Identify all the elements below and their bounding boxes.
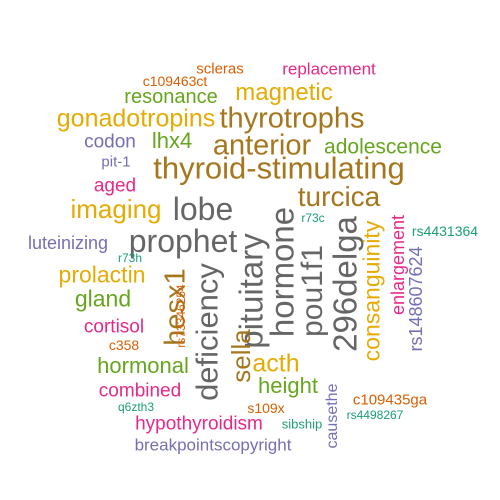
word-enlargement: enlargement [388, 214, 408, 316]
word-pou1f1: pou1f1 [296, 245, 329, 337]
word-sibship: sibship [281, 416, 323, 432]
word-deficiency: deficiency [189, 263, 225, 401]
word-consanguinity: consanguinity [358, 220, 385, 362]
word-r73c: r73c [301, 211, 325, 225]
word-magnetic: magnetic [235, 79, 333, 106]
word-lobe: lobe [172, 191, 234, 227]
word-causethe: causethe [324, 383, 341, 449]
word-c358: c358 [108, 337, 140, 353]
word-acth: acth [252, 349, 300, 378]
word-imaging: imaging [70, 194, 162, 224]
word-prolactin: prolactin [58, 261, 146, 288]
word-hormonal: hormonal [97, 353, 189, 378]
word-sella: sella [226, 329, 256, 383]
word-thyrotrophs: thyrotrophs [219, 102, 365, 135]
word-combined: combined [98, 380, 182, 402]
word-hormone: hormone [263, 206, 301, 338]
word-anterior: anterior [212, 129, 312, 162]
word-s109x: s109x [247, 400, 285, 416]
word-adolescence: adolescence [324, 135, 442, 159]
word-q6zth3: q6zth3 [117, 400, 155, 414]
word-rs148607624: rs148607624 [406, 246, 426, 352]
word-turcica: turcica [297, 181, 381, 212]
word-gland: gland [74, 285, 132, 312]
word-c109463ct: c109463ct [142, 73, 208, 89]
word-luteinizing: luteinizing [27, 233, 109, 253]
word-296delga: 296delga [326, 216, 364, 352]
word-aged: aged [93, 175, 137, 197]
word-replacement: replacement [282, 59, 376, 79]
word-hypothyroidism: hypothyroidism [135, 413, 263, 435]
word-lhx4: lhx4 [151, 128, 193, 153]
word-thyroid-stimulating: thyroid-stimulating [153, 150, 405, 186]
word-codon: codon [84, 131, 136, 153]
word-gonadotropins: gonadotropins [56, 104, 216, 133]
word-resonance: resonance [124, 86, 218, 108]
word-rs73346254: rs73346254 [174, 284, 188, 348]
word-pit-1: pit-1 [101, 153, 131, 171]
word-height: height [258, 373, 318, 398]
word-breakpointscopyright: breakpointscopyright [134, 435, 292, 455]
word-prophet: prophet [128, 223, 238, 259]
word-scleras: scleras [196, 60, 244, 78]
word-rs4498267: rs4498267 [346, 408, 404, 422]
word-rs4431364: rs4431364 [411, 223, 479, 239]
word-cortisol: cortisol [83, 316, 145, 338]
word-c109435ga: c109435ga [352, 391, 428, 409]
word-r73h: r73h [117, 251, 143, 265]
